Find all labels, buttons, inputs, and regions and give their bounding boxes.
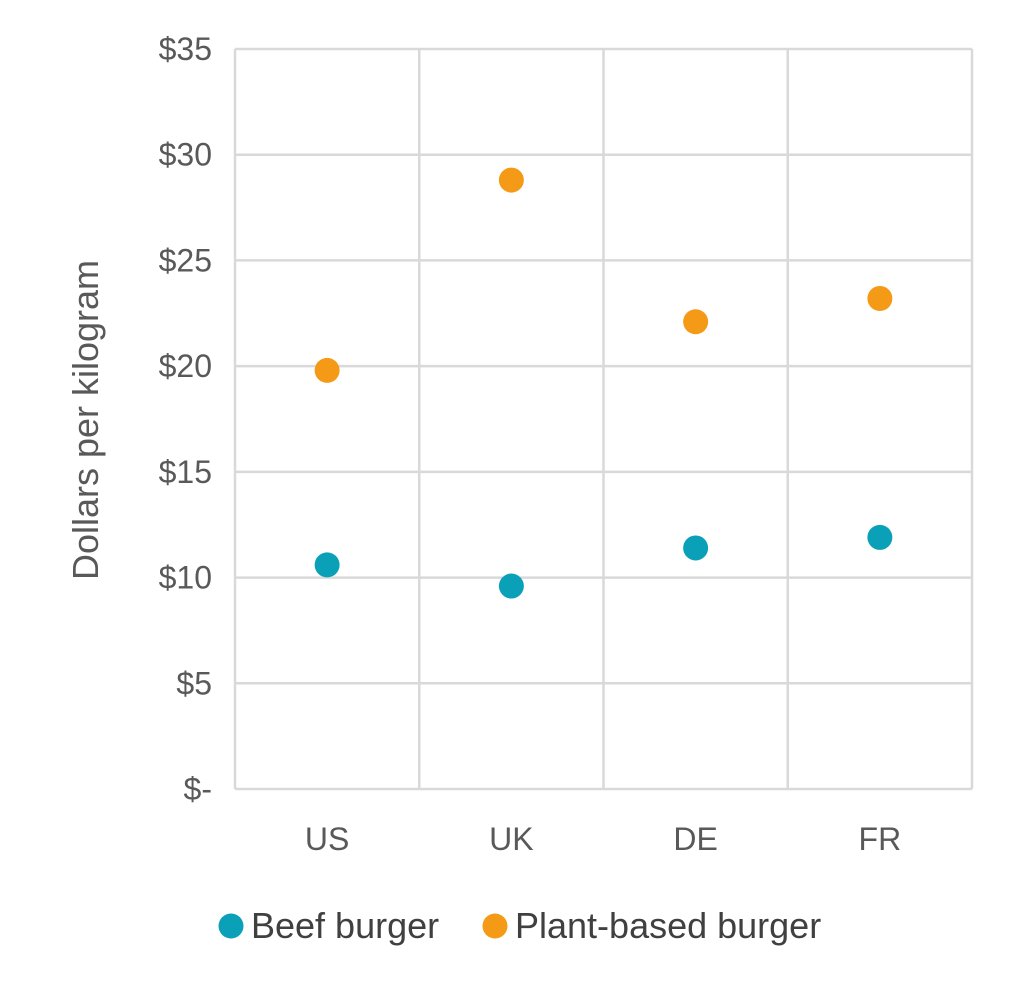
plant-based-burger-point xyxy=(314,357,340,383)
y-tick-label: $15 xyxy=(159,454,212,490)
y-axis-title: Dollars per kilogram xyxy=(65,260,106,580)
grid xyxy=(233,47,974,791)
legend-label: Plant-based burger xyxy=(515,905,821,946)
data-points xyxy=(314,167,893,599)
y-tick-label: $5 xyxy=(176,665,212,701)
x-tick-label: FR xyxy=(859,821,902,857)
legend-label: Beef burger xyxy=(251,905,439,946)
x-tick-label: DE xyxy=(673,821,717,857)
y-tick-label: $10 xyxy=(159,560,212,596)
y-tick-label: $35 xyxy=(159,31,212,67)
legend-marker xyxy=(218,913,244,939)
beef-burger-point xyxy=(683,535,709,561)
legend: Beef burger Plant-based burger xyxy=(218,905,821,946)
x-tick-label: US xyxy=(305,821,349,857)
y-tick-label: $25 xyxy=(159,242,212,278)
y-tick-label: $30 xyxy=(159,137,212,173)
legend-marker xyxy=(482,913,508,939)
x-tick-label: UK xyxy=(489,821,533,857)
plant-based-burger-point xyxy=(867,285,893,311)
y-tick-label: $20 xyxy=(159,348,212,384)
beef-burger-point xyxy=(314,552,340,578)
x-axis-ticks: US UK DE FR xyxy=(305,821,901,857)
y-axis-ticks: $- $5 $10 $15 $20 $25 $30 $35 xyxy=(159,31,212,807)
y-tick-label: $- xyxy=(184,771,212,807)
beef-burger-point xyxy=(498,573,524,599)
beef-burger-point xyxy=(867,524,893,550)
plant-based-burger-point xyxy=(498,167,524,193)
plant-based-burger-point xyxy=(683,309,709,335)
